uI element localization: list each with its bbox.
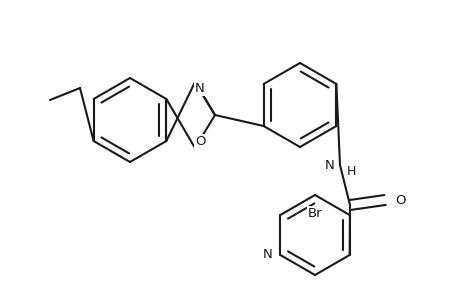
Text: N: N	[262, 248, 272, 262]
Text: H: H	[346, 164, 356, 178]
Text: Br: Br	[307, 207, 322, 220]
Text: O: O	[195, 135, 205, 148]
Text: N: N	[195, 82, 204, 95]
Text: O: O	[394, 194, 405, 206]
Text: N: N	[325, 158, 334, 172]
